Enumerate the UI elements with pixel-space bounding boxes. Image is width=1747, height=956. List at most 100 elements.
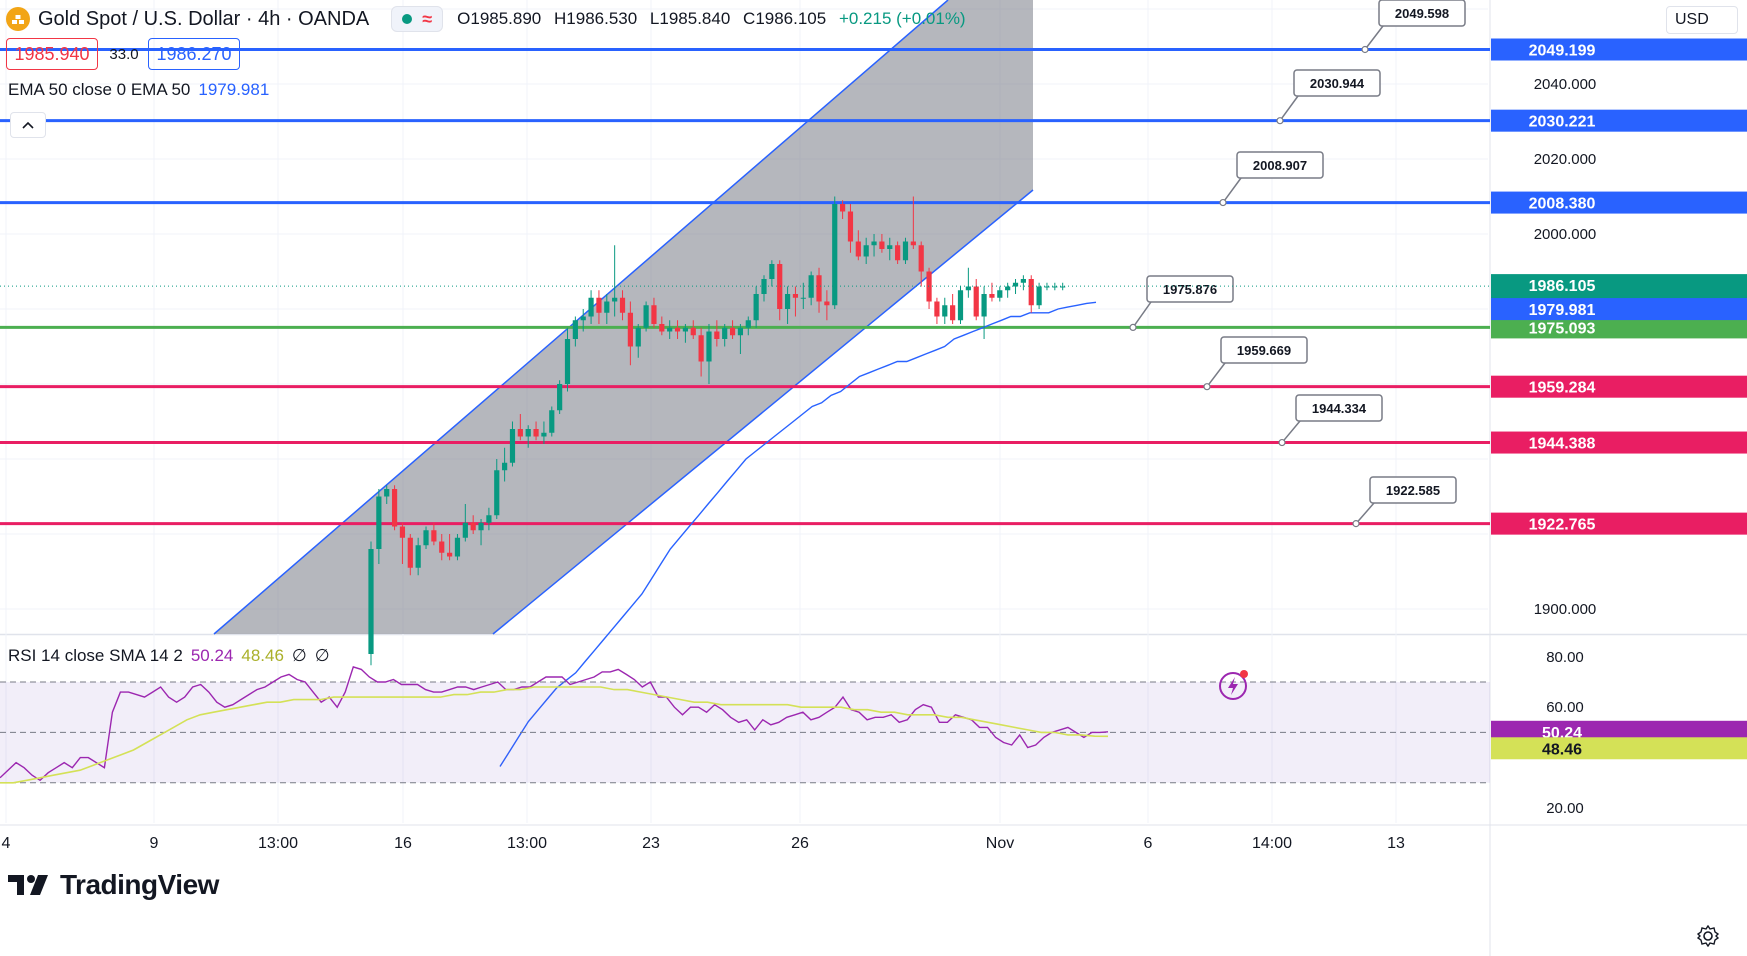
settings-gear-icon[interactable] [1697,925,1719,947]
candle [918,241,924,287]
candle-body [737,327,744,336]
candle [619,290,626,321]
candle-body [902,241,909,261]
callout-box [1369,476,1457,504]
candle-body [439,541,445,553]
candle [800,282,806,309]
candle-body [690,327,696,336]
time-tick-label: 9 [150,835,159,852]
level-axis-label: 2008.380 [1529,196,1596,213]
candle-body [745,320,751,328]
rsi-legend-label: RSI 14 close SMA 14 2 [8,646,183,665]
candle-body [816,275,822,302]
candle [612,245,618,317]
symbol-title[interactable]: Gold Spot / U.S. Dollar · 4h · OANDA [38,7,370,30]
candle-body [698,335,704,362]
price-grid [0,0,1488,823]
time-tick-label: 26 [791,835,809,852]
callout-label: 2049.598 [1395,6,1449,21]
last-price-label: 1986.105 [1529,278,1596,295]
candle-body [399,526,406,538]
currency-selector[interactable]: USD [1666,6,1738,34]
time-tick-label: 4 [2,835,11,852]
level-axis-tag [1491,191,1747,214]
ema-axis-label: 1979.981 [1529,302,1596,319]
sell-button[interactable]: 1985.940 [6,38,98,70]
candle-body [651,305,657,324]
ema-legend-label: EMA 50 close 0 EMA 50 [8,80,191,99]
candle [454,534,461,561]
candle-body [997,290,1003,298]
candle-body [753,294,759,321]
tradingview-logo-icon [8,875,48,895]
candle [698,327,704,377]
time-tick-label: 16 [394,835,412,852]
candle-body [722,327,728,339]
candle [399,522,406,564]
candle-body [423,530,429,546]
candle [415,537,421,576]
candle-body [973,286,979,317]
candle-body [557,384,563,411]
level-axis-label: 1975.093 [1529,320,1596,337]
collapse-legend-button[interactable] [10,112,46,138]
candle [572,316,578,347]
market-status-pill[interactable]: ≈ [391,6,444,32]
candle [784,286,791,324]
candle [808,271,814,306]
candle-body [942,305,948,317]
candle-body [580,316,586,321]
level-support-3: 1922.585 1922.765 [0,476,1747,535]
rsi-legend[interactable]: RSI 14 close SMA 14 2 50.24 48.46 ∅ ∅ [8,646,330,666]
candle-body [808,275,814,298]
level-resistance-1: 2008.907 2008.380 [0,151,1747,214]
candle [895,241,901,264]
candle [596,290,602,324]
candle-body [564,339,571,384]
candle [541,421,547,444]
candle [816,267,822,313]
callout-label: 2008.907 [1253,158,1307,173]
level-axis-tag [1491,512,1747,535]
ema-legend[interactable]: EMA 50 close 0 EMA 50 1979.981 [8,80,269,100]
candle-body [659,324,665,332]
high-label: H [554,9,567,28]
callout-label: 1944.334 [1312,401,1367,416]
candle [847,204,854,253]
candle [737,324,744,354]
candle-body [368,549,374,654]
candle-body [824,301,830,306]
tradingview-logo[interactable]: TradingView [8,868,219,902]
candle-body [604,301,610,313]
candle [635,324,641,358]
candle [407,534,413,576]
candle [902,237,909,264]
candle-body [407,537,413,568]
flash-alert-icon[interactable] [1218,668,1252,702]
candle-body [494,470,500,516]
candle-body [1044,286,1050,288]
brand-name: TradingView [60,869,219,900]
candle [643,301,649,332]
candle [1012,279,1019,294]
callout-box [1293,69,1381,97]
time-tick-label: 6 [1144,835,1153,852]
rsi-legend-extra-1: ∅ [291,646,307,665]
rsi-tick-label: 80.00 [1546,649,1584,666]
rsi-pane: 80.00 60.00 20.00 50.24 48.46 [0,649,1747,817]
price-tick-label: 2000.000 [1534,226,1597,243]
level-axis-tag [1491,431,1747,454]
candle [525,425,531,448]
candle-body [800,297,806,299]
price-axis-ticks: 2040.000 2020.000 2000.000 1900.000 [1534,76,1597,618]
candle [659,316,665,336]
ema50-line [499,301,1097,767]
callout-leader [1279,95,1299,122]
candle-body [612,297,618,302]
candle [486,507,492,531]
level-axis-tag [1491,375,1747,398]
candle [1060,282,1066,291]
buy-button[interactable]: 1986.270 [148,38,240,70]
